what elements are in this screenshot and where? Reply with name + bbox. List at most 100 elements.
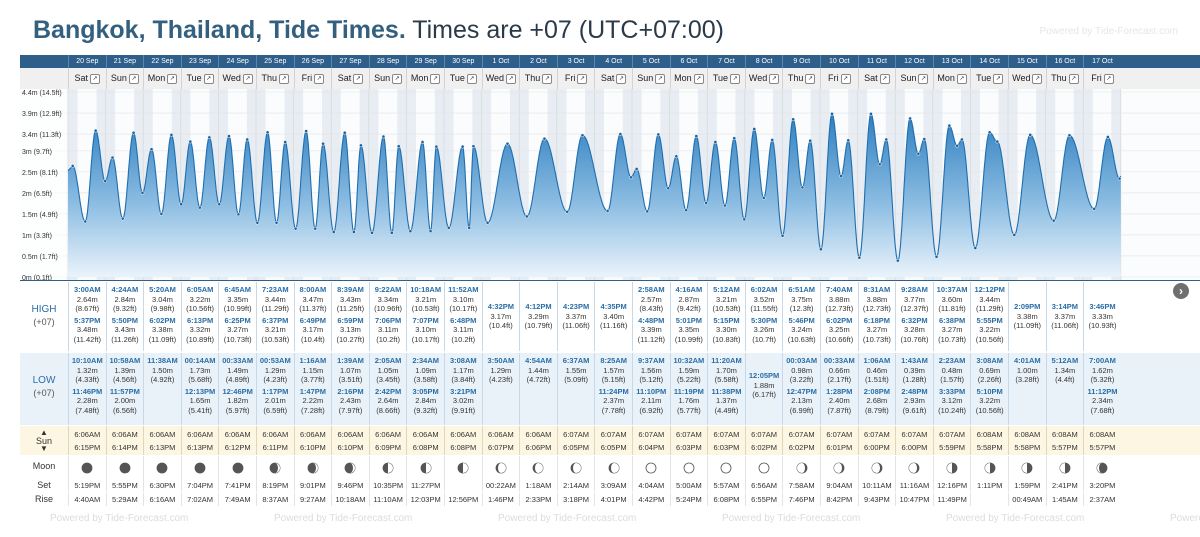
moon-cell (180, 456, 219, 479)
moonrise-cell: 1:45AM (1045, 493, 1084, 506)
sunrise-time: 6:08AM (1014, 430, 1041, 439)
low-tide-height-ft: (7.68ft) (1090, 405, 1115, 415)
date-cell: 24 Sep (218, 55, 256, 68)
sunrise-time: 6:06AM (412, 430, 439, 439)
low-tide-height-ft: (3.45ft) (376, 375, 400, 384)
tide-point (618, 132, 623, 136)
night-band (773, 89, 783, 280)
low-tide-height-ft: (5.15ft) (601, 375, 626, 384)
high-tide-height-ft: (10.7ft) (752, 334, 776, 344)
weekday-cell: Sun ↗ (105, 68, 144, 89)
high-tide-height-m: 2.64m (76, 294, 98, 304)
moon-cell (143, 456, 181, 479)
expand-day-icon[interactable]: ↗ (128, 73, 139, 84)
low-tide-time: 1:16AM (299, 356, 327, 365)
moonrise-row: 4:40AM 5:29AM 6:16AM 7:02AM 7:49AM 8:37AM 9:27… (20, 493, 1200, 506)
weekday-cell: Tue ↗ (707, 68, 745, 89)
tide-point (1012, 233, 1017, 237)
high-tide-height-m: 3.26m (753, 325, 775, 334)
weekday-row: Sat ↗ Sun ↗ Mon ↗ Tue ↗ Wed ↗ Thu ↗ Fri ↗ Sat ↗ Sun ↗ Mon ↗… (20, 68, 1200, 90)
expand-day-icon[interactable]: ↗ (314, 73, 325, 84)
high-tide-cell: 4:35PM 3.40m (11.16ft) (594, 282, 632, 351)
tide-point (120, 216, 125, 221)
low-tide-height-ft: (3.58ft) (413, 375, 438, 384)
moonset-cell: 1:18AM (519, 479, 557, 492)
expand-day-icon[interactable]: ↗ (993, 73, 1004, 84)
expand-day-icon[interactable]: ↗ (242, 73, 253, 84)
expand-day-icon[interactable]: ↗ (769, 73, 780, 84)
tide-point (304, 129, 308, 133)
tide-point (313, 226, 317, 231)
sunset-time: 6:11PM (262, 443, 288, 452)
high-tide-cell: 12:12PM 3.44m (11.29ft) 5:55PM 3.22m (10.56ft… (970, 282, 1008, 351)
low-tide-height-m: 1.70m (716, 365, 737, 375)
high-tide-height-m: 3.44m (264, 294, 286, 304)
expand-day-icon[interactable]: ↗ (655, 73, 666, 84)
expand-day-icon[interactable]: ↗ (879, 73, 890, 84)
sun-cell: 6:07AM 5:59PM (932, 426, 971, 455)
high-tide-height-ft: (11.26ft) (111, 334, 139, 344)
low-tide-height-ft: (1.51ft) (865, 375, 889, 384)
expand-day-icon[interactable]: ↗ (506, 73, 517, 84)
sunrise-time: 6:06AM (299, 430, 326, 439)
expand-day-icon[interactable]: ↗ (1068, 73, 1079, 84)
title-timezone: Times are +07 (UTC+07:00) (405, 16, 724, 44)
expand-day-icon[interactable]: ↗ (392, 73, 403, 84)
expand-day-icon[interactable]: ↗ (805, 73, 816, 84)
moon-phase-icon (645, 462, 657, 474)
moon-phase-icon (1021, 462, 1033, 474)
low-tide-time: 11:10PM (636, 386, 667, 396)
expand-day-icon[interactable]: ↗ (90, 73, 101, 84)
low-tide-height-m: 1.29m (490, 365, 512, 375)
tide-point (987, 130, 992, 135)
expand-day-icon[interactable]: ↗ (430, 73, 441, 84)
moonset-cell: 10:35PM (368, 479, 407, 492)
tide-point (713, 140, 718, 144)
expand-day-icon[interactable]: ↗ (1032, 73, 1043, 84)
high-tide-height-m: 3.21m (415, 294, 437, 304)
expand-day-icon[interactable]: ↗ (203, 73, 214, 84)
expand-day-icon[interactable]: ↗ (840, 73, 851, 84)
sunrise-time: 6:07AM (863, 430, 890, 439)
expand-day-icon[interactable]: ↗ (577, 73, 588, 84)
tide-point (446, 225, 451, 230)
next-arrow-button[interactable]: › (1173, 283, 1189, 299)
tide-point (674, 154, 679, 159)
high-tide-height-m: 3.88m (866, 294, 888, 304)
weekday-cell: Wed ↗ (1008, 68, 1046, 89)
low-tide-cell: 4:01AM 1.00m (3.28ft) (1008, 353, 1046, 425)
low-tide-height-m: 1.15m (302, 365, 324, 375)
moon-phase-icon (946, 462, 958, 474)
tide-point (846, 138, 851, 143)
high-tide-height-m: 3.04m (152, 294, 173, 304)
low-label-tz: (+07) (33, 388, 55, 398)
expand-day-icon[interactable]: ↗ (542, 73, 553, 84)
sun-row: 6:06AM 6:15PM 6:06AM 6:14PM 6:06AM 6:13PM 6:06… (20, 426, 1200, 455)
high-tide-height-ft: (12.37ft) (900, 304, 929, 313)
expand-day-icon[interactable]: ↗ (693, 73, 704, 84)
expand-day-icon[interactable]: ↗ (279, 73, 290, 84)
expand-day-icon[interactable]: ↗ (918, 73, 929, 84)
tide-point (485, 220, 490, 225)
high-tide-cell: 5:20AM 3.04m (9.98ft) 6:02PM 3.38m (11.09ft) (143, 282, 181, 351)
expand-day-icon[interactable]: ↗ (956, 73, 967, 84)
low-tide-height-m: 1.88m (753, 380, 775, 390)
expand-day-icon[interactable]: ↗ (616, 73, 627, 84)
tide-point (791, 117, 795, 122)
expand-day-icon[interactable]: ↗ (353, 73, 364, 84)
low-tide-height-ft: (6.17ft) (752, 390, 776, 399)
expand-day-icon[interactable]: ↗ (730, 73, 741, 84)
high-tide-height-ft: (11.06ft) (562, 321, 590, 330)
expand-day-icon[interactable]: ↗ (1103, 73, 1114, 84)
low-tide-height-m: 1.17m (452, 365, 474, 375)
low-tide-time: 11:46PM (72, 386, 103, 396)
moon-cell (368, 456, 407, 479)
low-tide-height-m: 1.39m (114, 365, 136, 375)
expand-day-icon[interactable]: ↗ (167, 73, 178, 84)
moonrise-cell: 1:46PM (481, 493, 520, 506)
weekday-cell: Sat ↗ (68, 68, 106, 89)
moon-phase-icon (833, 462, 845, 474)
low-tide-time: 2:34AM (412, 356, 440, 365)
high-tide-cell: 4:12PM 3.29m (10.79ft) (519, 282, 557, 351)
expand-day-icon[interactable]: ↗ (466, 73, 477, 84)
